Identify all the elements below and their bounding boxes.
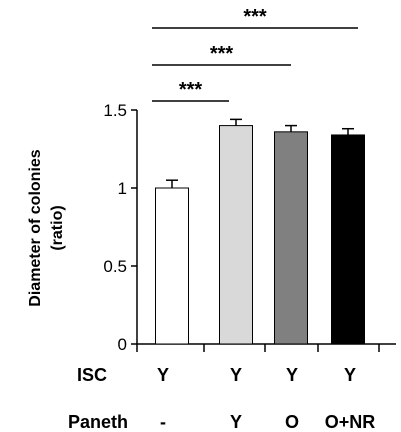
y-axis-label-line: Diameter of colonies bbox=[27, 149, 44, 306]
y-axis-label-line: (ratio) bbox=[49, 205, 66, 250]
bar bbox=[274, 131, 308, 345]
y-axis-label: Diameter of colonies (ratio) bbox=[27, 149, 66, 306]
bar bbox=[219, 125, 253, 345]
y-tick-label: 1 bbox=[118, 179, 127, 198]
significance-stars: *** bbox=[243, 6, 267, 28]
row-value: Y bbox=[344, 365, 356, 385]
row-value: O+NR bbox=[325, 412, 376, 432]
bar bbox=[155, 187, 189, 345]
significance-stars: *** bbox=[179, 79, 203, 101]
row-value: O bbox=[285, 412, 299, 432]
y-tick-label: 0.5 bbox=[103, 257, 127, 276]
row-value: Y bbox=[157, 365, 169, 385]
row-label: Paneth bbox=[68, 412, 128, 432]
y-tick-label: 1.5 bbox=[103, 101, 127, 120]
significance-stars: *** bbox=[210, 43, 234, 65]
row-value: Y bbox=[230, 365, 242, 385]
row-label: ISC bbox=[77, 365, 107, 385]
row-value: Y bbox=[230, 412, 242, 432]
y-tick-label: 0 bbox=[118, 335, 127, 354]
row-value: - bbox=[160, 412, 166, 432]
bar bbox=[331, 134, 365, 345]
row-value: Y bbox=[286, 365, 298, 385]
